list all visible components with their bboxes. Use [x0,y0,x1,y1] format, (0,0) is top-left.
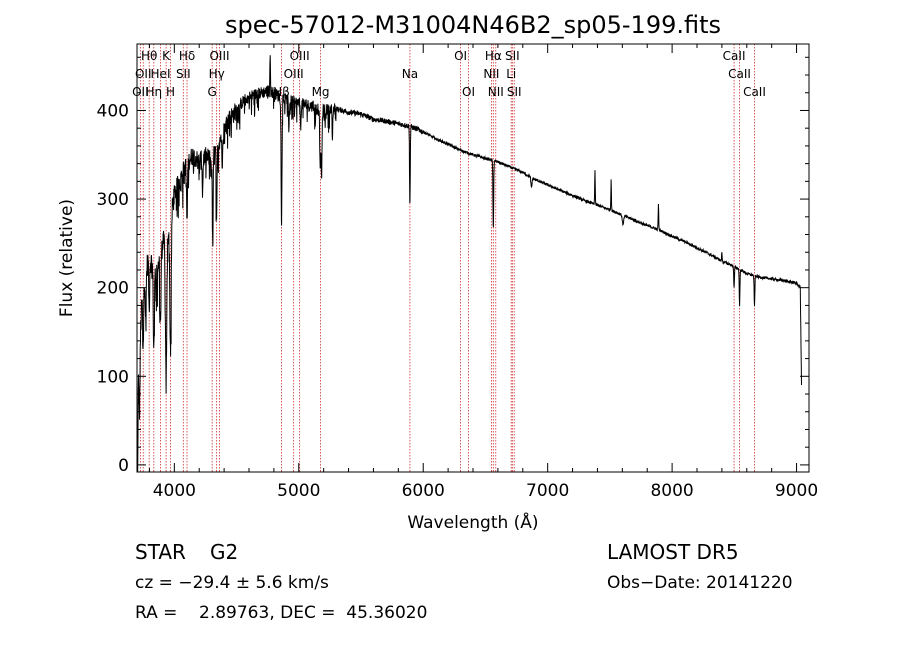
line-label: NII [483,67,499,81]
y-tick-label: 200 [97,279,129,299]
line-label: HeI [151,67,171,81]
y-tick-label: 100 [97,367,129,387]
line-label: Na [402,67,418,81]
x-tick-label: 5000 [277,481,320,501]
y-tick-label: 400 [97,101,129,121]
x-axis-ticks: 4000 5000 6000 7000 8000 9000 [148,44,818,501]
line-label: NII [488,85,504,99]
x-axis-label: Wavelength (Å) [407,511,538,533]
object-subclass: G2 [210,540,239,564]
line-label: G [208,85,217,99]
ra-dec: RA = 2.89763, DEC = 45.36020 [135,603,428,623]
x-tick-label: 7000 [526,481,569,501]
line-label: Hη [145,85,162,99]
line-label: SII [507,85,522,99]
line-label: OII [135,67,152,81]
line-label: Hθ [141,49,157,63]
line-label: Hα [485,49,502,63]
survey-name: LAMOST DR5 [607,540,739,564]
x-tick-label: 4000 [153,481,196,501]
line-label: OIII [209,49,229,63]
line-label: K [162,49,171,63]
line-label: Li [506,67,516,81]
line-label: Mg [312,85,330,99]
line-label: OI [454,49,467,63]
line-label: OII [132,85,149,99]
redshift-cz: cz = −29.4 ± 5.6 km/s [135,573,329,593]
x-tick-label: 9000 [775,481,818,501]
line-label: CaII [723,49,746,63]
line-label: SII [505,49,520,63]
line-markers [139,44,755,472]
line-label: CaII [743,85,766,99]
y-axis-label: Flux (relative) [57,199,77,317]
y-tick-label: 300 [97,190,129,210]
y-tick-label: 0 [118,456,129,476]
y-axis-ticks: 0 100 200 300 400 [97,56,809,476]
line-labels: OIIOIIHθHηHeIKHSIIHδGHγOIIIHβOIIIOIIIMgN… [132,49,766,99]
chart-title: spec-57012-M31004N46B2_sp05-199.fits [225,11,721,39]
spectrum-line [136,55,802,473]
line-label: Hγ [209,67,225,81]
line-label: OIII [284,67,304,81]
x-tick-label: 8000 [650,481,693,501]
line-label: SII [176,67,191,81]
line-label: CaII [728,67,751,81]
line-label: Hδ [179,49,195,63]
x-tick-label: 6000 [402,481,445,501]
line-label: OIII [290,49,310,63]
object-class: STAR [135,540,186,564]
line-label: H [166,85,175,99]
line-label: OI [462,85,475,99]
observation-date: Obs−Date: 20141220 [607,573,793,593]
